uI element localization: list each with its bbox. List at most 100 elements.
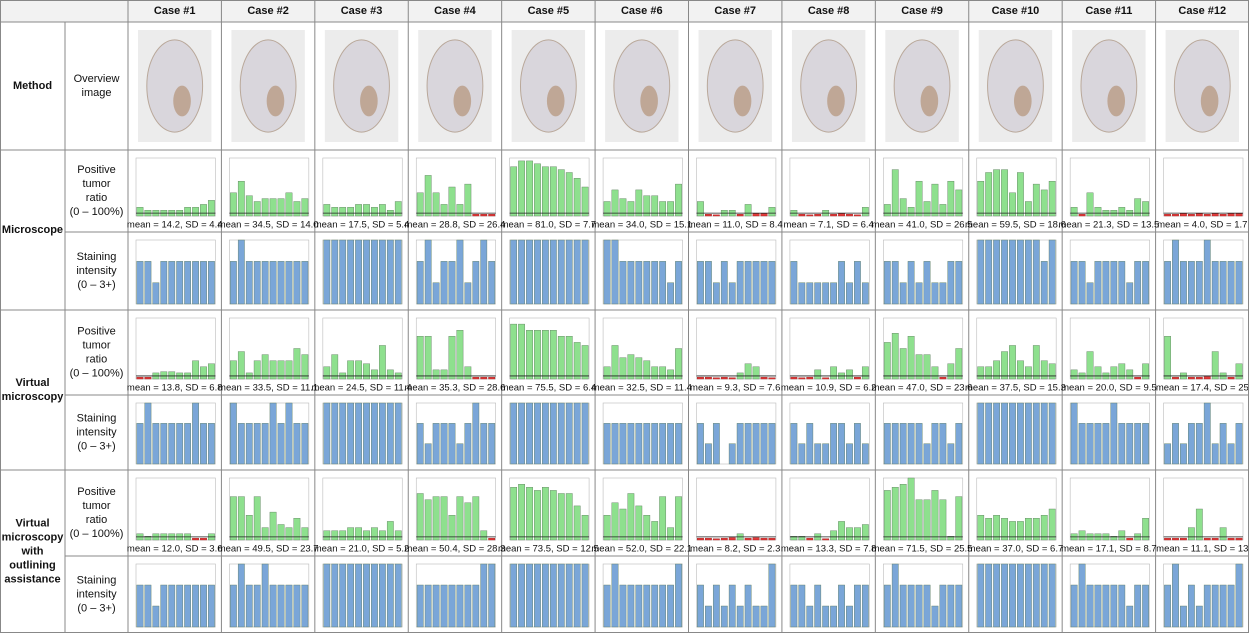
- bar: [137, 261, 143, 304]
- bar: [510, 167, 516, 216]
- bar: [473, 585, 479, 627]
- bar: [1111, 367, 1117, 379]
- bar: [1127, 606, 1133, 627]
- bar: [791, 423, 797, 464]
- bar: [355, 403, 361, 464]
- bar: [1142, 423, 1148, 464]
- stats-label: mean = 52.0, SD = 22.1: [591, 544, 692, 555]
- bar: [753, 261, 759, 304]
- bar: [862, 525, 868, 541]
- bar: [807, 377, 813, 379]
- bar: [940, 283, 946, 304]
- bar: [332, 403, 338, 464]
- bar: [1196, 509, 1202, 540]
- bar: [705, 538, 711, 540]
- bar: [1079, 261, 1085, 304]
- bar: [1188, 585, 1194, 627]
- bar: [713, 423, 719, 464]
- case-header: Case #8: [808, 5, 850, 17]
- bar: [745, 364, 751, 379]
- group-label: with: [21, 545, 44, 557]
- stain: [734, 86, 752, 117]
- bar: [230, 585, 236, 627]
- bar: [324, 240, 330, 304]
- bar: [807, 538, 813, 540]
- bar: [697, 377, 703, 379]
- bar: [924, 444, 930, 464]
- bar: [659, 261, 665, 304]
- bar: [769, 423, 775, 464]
- bar: [355, 204, 361, 216]
- stain: [267, 86, 285, 117]
- bar: [854, 423, 860, 464]
- plot-frame: [790, 158, 869, 216]
- bar: [262, 355, 268, 379]
- bar: [675, 564, 681, 627]
- bar: [161, 585, 167, 627]
- bar: [1033, 564, 1039, 627]
- case-header: Case #1: [154, 5, 196, 17]
- bar: [1142, 364, 1148, 379]
- bar: [956, 190, 962, 216]
- bar: [145, 585, 151, 627]
- bar: [978, 367, 984, 379]
- bar: [1188, 423, 1194, 464]
- bar: [985, 367, 991, 379]
- row-label: tumor: [82, 339, 110, 351]
- bar: [1127, 423, 1133, 464]
- stats-label: mean = 34.0, SD = 15.1: [591, 220, 692, 231]
- bar: [1164, 261, 1170, 304]
- bar: [932, 283, 938, 304]
- bar: [355, 564, 361, 627]
- bar: [644, 261, 650, 304]
- bar: [1236, 261, 1242, 304]
- bar: [208, 364, 214, 379]
- bar: [566, 564, 572, 627]
- bar: [900, 585, 906, 627]
- bar: [270, 403, 276, 464]
- bar: [1220, 585, 1226, 627]
- bar: [526, 240, 532, 304]
- bar: [1204, 214, 1210, 216]
- bar: [332, 355, 338, 379]
- bar: [1220, 214, 1226, 216]
- bar: [465, 503, 471, 540]
- bar: [363, 531, 369, 540]
- bar: [854, 215, 860, 216]
- bar: [395, 202, 401, 217]
- tissue: [240, 40, 296, 132]
- bar: [1111, 403, 1117, 464]
- plot-frame: [1164, 478, 1243, 540]
- tissue: [707, 40, 763, 132]
- row-label: intensity: [76, 265, 117, 277]
- bar: [574, 178, 580, 216]
- bar: [1196, 214, 1202, 216]
- stats-label: mean = 37.5, SD = 15.3: [965, 383, 1066, 394]
- bar: [286, 193, 292, 216]
- bar: [465, 585, 471, 627]
- bar: [1180, 538, 1186, 540]
- bar: [417, 494, 423, 541]
- stain: [640, 86, 658, 117]
- stats-label: mean = 28.8, SD = 26.4: [405, 220, 506, 231]
- bar: [1204, 585, 1210, 627]
- bar: [254, 202, 260, 217]
- bar: [1071, 370, 1077, 379]
- bar: [884, 585, 890, 627]
- bar: [753, 423, 759, 464]
- bar: [713, 283, 719, 304]
- bar: [347, 207, 353, 216]
- bar: [200, 261, 206, 304]
- bar: [628, 202, 634, 217]
- bar: [761, 377, 767, 379]
- bar: [542, 564, 548, 627]
- stats-label: mean = 7.1, SD = 6.4: [783, 220, 873, 231]
- bar: [161, 261, 167, 304]
- bar: [604, 202, 610, 217]
- bar: [753, 606, 759, 627]
- bar: [799, 283, 805, 304]
- bar: [769, 378, 775, 379]
- bar: [371, 240, 377, 304]
- bar: [846, 283, 852, 304]
- bar: [441, 204, 447, 216]
